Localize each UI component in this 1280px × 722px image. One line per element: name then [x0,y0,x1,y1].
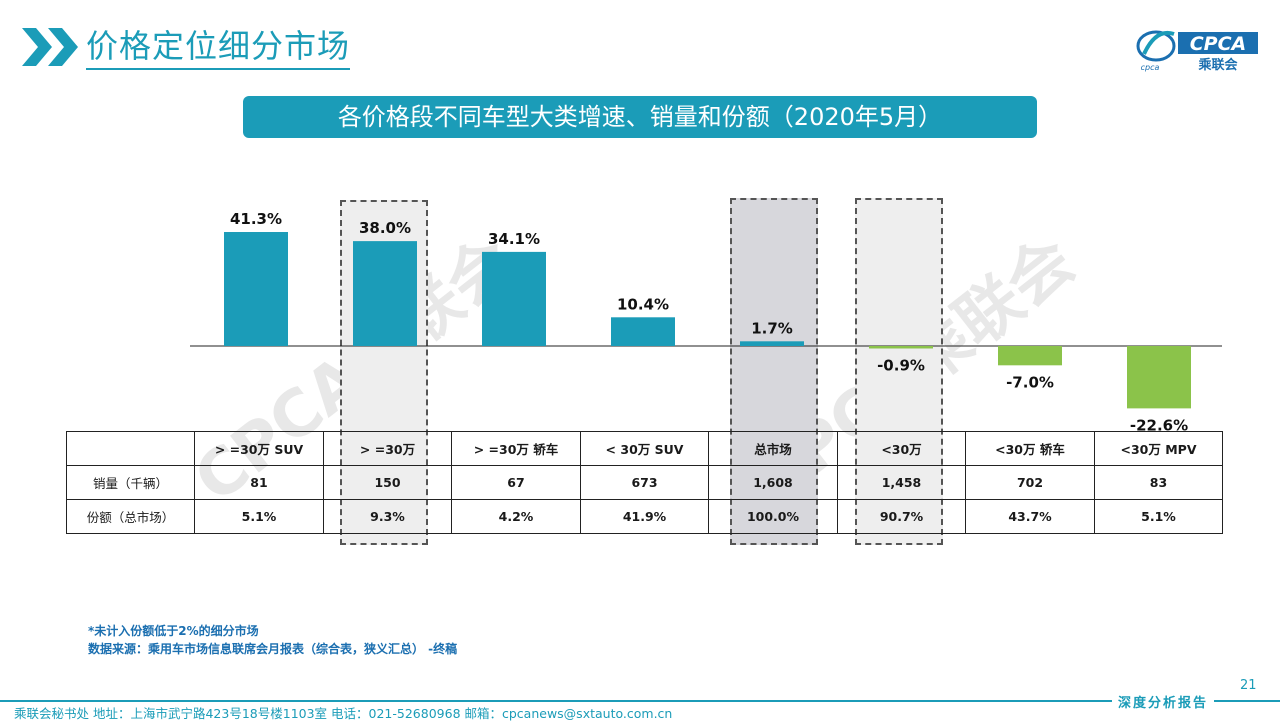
bar [998,346,1062,366]
row-label: 份额（总市场） [66,499,195,534]
bar [869,346,933,349]
data-label: -0.9% [877,356,925,374]
table-header-cell: <30万 轿车 [965,431,1095,466]
table-cell: 702 [965,465,1095,500]
svg-text:乘联会: 乘联会 [1197,57,1238,72]
data-label: 34.1% [488,230,540,248]
table-header-cell: 总市场 [708,431,838,466]
table-cell: 81 [194,465,324,500]
table-cell: 1,458 [837,465,966,500]
data-table: > =30万 SUV > =30万 > =30万 轿车 < 30万 SUV 总市… [66,431,1223,534]
footer-divider [0,700,1280,702]
svg-text:cpca: cpca [1141,63,1160,72]
row-label: 销量（千辆） [66,465,195,500]
data-label: -22.6% [1130,416,1188,434]
table-row-sales: 销量（千辆） 81 150 67 673 1,608 1,458 702 83 [66,465,1223,500]
footer-contact: 乘联会秘书处 地址：上海市武宁路423号18号楼1103室 电话：021-526… [14,706,673,721]
data-label: 10.4% [617,295,669,313]
table-cell: 43.7% [965,499,1095,534]
table-cell: 5.1% [194,499,324,534]
table-header-row: > =30万 SUV > =30万 > =30万 轿车 < 30万 SUV 总市… [66,431,1223,466]
double-chevron-icon [22,28,78,66]
table-header-cell: <30万 [837,431,966,466]
table-cell: 4.2% [451,499,581,534]
table-header-cell: > =30万 [323,431,452,466]
footnote: *未计入份额低于2%的细分市场 数据来源：乘用车市场信息联席会月报表（综合表，狭… [88,622,457,658]
table-cell: 673 [580,465,709,500]
table-cell: 5.1% [1094,499,1223,534]
data-label: -7.0% [1006,373,1054,391]
table-cell: 9.3% [323,499,452,534]
footnote-line: *未计入份额低于2%的细分市场 [88,624,259,638]
table-header-cell: > =30万 轿车 [451,431,581,466]
footer-report-label: 深度分析报告 [1112,692,1215,711]
chart-title-banner: 各价格段不同车型大类增速、销量和份额（2020年5月） [243,96,1037,138]
bar [353,241,417,346]
table-cell: 90.7% [837,499,966,534]
svg-text:CPCA: CPCA [1190,33,1247,55]
data-label: 41.3% [230,210,282,228]
table-cell: 83 [1094,465,1223,500]
data-label: 38.0% [359,219,411,237]
bar [740,341,804,346]
page-number: 21 [1240,678,1257,693]
table-cell: 67 [451,465,581,500]
table-cell: 100.0% [708,499,838,534]
table-header-cell: <30万 MPV [1094,431,1223,466]
table-header-cell [66,431,195,466]
bar [1127,346,1191,409]
table-cell: 150 [323,465,452,500]
table-header-cell: < 30万 SUV [580,431,709,466]
bar-chart: 41.3% 38.0% 34.1% 10.4% 1.7% -0.9% -7.0% -22.6% [190,210,1222,434]
cpca-logo: CPCA 乘联会 cpca [1136,30,1258,72]
data-label: 1.7% [751,319,793,337]
table-cell: 1,608 [708,465,838,500]
table-row-share: 份额（总市场） 5.1% 9.3% 4.2% 41.9% 100.0% 90.7… [66,499,1223,534]
bar [482,251,546,346]
bar [224,232,288,346]
table-header-cell: > =30万 SUV [194,431,324,466]
table-cell: 41.9% [580,499,709,534]
bar [611,317,675,346]
page-title: 价格定位细分市场 [86,26,351,70]
data-source-line: 数据来源：乘用车市场信息联席会月报表（综合表，狭义汇总） -终稿 [88,642,458,656]
